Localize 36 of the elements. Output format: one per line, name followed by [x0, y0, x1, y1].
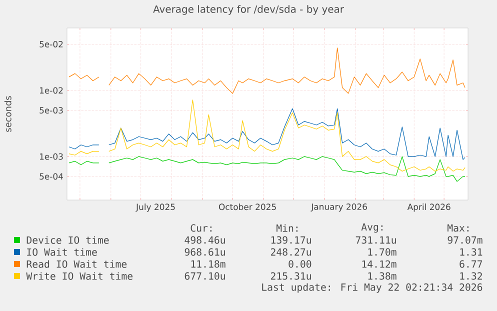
text: 0.00	[288, 260, 312, 268]
legend-label: IO Wait time	[27, 248, 97, 256]
y-tick-label: 5e-03	[40, 107, 63, 114]
text: 215.31u	[270, 272, 311, 280]
text: 677.10u	[184, 272, 225, 280]
y-axis-title: seconds	[4, 96, 12, 132]
x-tick-label: January 2026	[310, 204, 367, 212]
text: 11.18m	[191, 260, 226, 268]
chart-title: Average latency for /dev/sda - by year	[153, 5, 344, 15]
legend-label: Device IO time	[26, 236, 109, 244]
text: Min:	[276, 224, 298, 232]
text: Last update: Fri May 22 02:21:34 2026	[262, 283, 482, 293]
text: Max:	[448, 224, 469, 232]
text: 14.12m	[362, 260, 396, 268]
text: 248.27u	[270, 248, 311, 256]
y-tick-label: 1e-03	[40, 153, 63, 160]
x-tick-label: July 2025	[136, 204, 175, 212]
text: 1.70m	[368, 248, 396, 256]
text: 1.32	[460, 272, 482, 280]
y-tick-label: 5e-02	[40, 41, 63, 48]
x-tick-label: October 2025	[218, 204, 276, 210]
text: 139.17u	[271, 236, 311, 244]
text: Avg:	[361, 223, 383, 233]
text: 731.11u	[356, 236, 396, 244]
y-tick-label: 1e-02	[40, 87, 63, 94]
y-tick-label: 5e-04	[40, 173, 63, 180]
legend-label: Write IO Wait time	[26, 272, 132, 280]
text: Cur:	[190, 224, 212, 232]
text: 968.61u	[184, 248, 225, 256]
text: 6.77	[460, 260, 482, 268]
x-tick-label: April 2026	[407, 204, 450, 212]
legend-label: Read IO Wait time	[26, 260, 127, 268]
text: 498.46u	[184, 236, 225, 244]
text: 97.07m	[448, 236, 482, 244]
text: 1.38m	[368, 272, 396, 280]
text: 1.31	[460, 248, 482, 256]
